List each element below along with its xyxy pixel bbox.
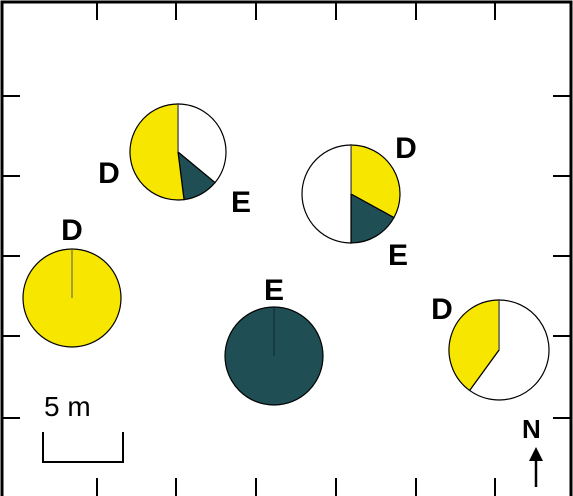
scale-bar-label: 5 m: [44, 391, 91, 422]
pie-4: [224, 306, 324, 406]
pie-1-label-d: D: [98, 157, 120, 190]
pie-4-label-e: E: [264, 274, 284, 307]
pie-3: [22, 248, 122, 348]
north-label: N: [522, 414, 541, 444]
pie-2-slice-d: [350, 144, 401, 219]
pie-2-label-d: D: [395, 132, 417, 165]
north-arrow-head: [529, 447, 543, 461]
pie-1: [129, 103, 227, 201]
pie-2-slice-other: [301, 144, 352, 244]
pie-5-slice-d: [448, 299, 500, 392]
pie-1-slice-d: [129, 103, 185, 201]
scale-bar-line: [42, 432, 124, 463]
pie-1-label-e: E: [231, 186, 251, 219]
pie-5-label-d: D: [431, 293, 453, 326]
pie-2-label-e: E: [388, 239, 408, 272]
pie-5: [448, 299, 550, 401]
pie-1-slice-other: [177, 103, 227, 184]
north-arrow: N: [522, 414, 543, 487]
pie-markers: [22, 103, 550, 406]
pie-2-slice-e: [350, 192, 395, 244]
pie-3-label-d: D: [61, 214, 83, 247]
scale-bar: 5 m: [42, 391, 124, 463]
pie-2: [301, 144, 401, 244]
pie-5-slice-other: [468, 299, 550, 401]
